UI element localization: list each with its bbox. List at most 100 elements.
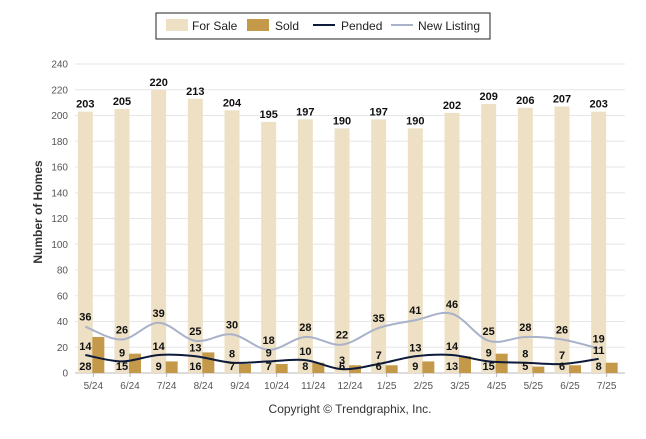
data-label-pended: 9	[119, 347, 125, 359]
y-axis-title: Number of Homes	[31, 160, 45, 264]
bar-for-sale	[334, 128, 350, 373]
bar-sold	[275, 363, 288, 373]
data-label-pended: 9	[266, 347, 272, 359]
bar-sold	[239, 363, 251, 373]
y-tick-label: 160	[51, 163, 68, 174]
bar-for-sale	[517, 107, 533, 374]
bar-for-sale	[297, 119, 313, 373]
x-tick-label: 10/24	[264, 381, 289, 392]
data-label-new-listing: 19	[593, 334, 605, 346]
y-tick-label: 180	[51, 137, 68, 148]
bar-for-sale	[261, 121, 277, 373]
y-tick-label: 220	[51, 85, 68, 96]
bar-for-sale	[444, 112, 460, 374]
data-label-pended: 14	[446, 341, 459, 353]
legend-swatch-sold	[247, 19, 269, 31]
x-tick-label: 7/24	[157, 381, 177, 392]
data-label-new-listing: 26	[116, 325, 128, 337]
data-label-sold: 6	[339, 361, 345, 373]
y-tick-label: 200	[51, 111, 68, 122]
x-tick-label: 1/25	[377, 381, 397, 392]
bar-sold	[92, 336, 105, 373]
bar-for-sale	[224, 110, 240, 373]
data-label-sold: 7	[229, 361, 235, 373]
y-tick-label: 100	[51, 240, 68, 251]
data-label-new-listing: 25	[189, 326, 201, 338]
data-label-pended: 9	[486, 347, 492, 359]
bar-for-sale	[407, 128, 423, 373]
x-tick-label: 5/25	[524, 381, 544, 392]
bars	[77, 89, 618, 374]
bar-for-sale	[187, 98, 203, 373]
bar-for-sale	[554, 106, 570, 374]
data-label-sold: 5	[522, 361, 528, 373]
legend-label-new-listing: New Listing	[418, 19, 480, 33]
data-label-pended: 13	[189, 342, 201, 354]
data-label-sold: 15	[116, 361, 128, 373]
bar-sold	[459, 356, 471, 373]
bar-sold	[422, 361, 435, 373]
data-label-new-listing: 39	[153, 308, 165, 320]
bar-for-sale	[481, 103, 497, 373]
legend-label-for-sale: For Sale	[192, 19, 238, 33]
bar-for-sale	[151, 89, 167, 373]
data-label-new-listing: 28	[519, 322, 531, 334]
data-label-for-sale: 207	[553, 93, 571, 105]
data-label-new-listing: 28	[299, 322, 311, 334]
data-label-for-sale: 204	[223, 97, 242, 109]
bar-for-sale	[77, 111, 93, 373]
data-label-new-listing: 25	[483, 326, 495, 338]
bar-sold	[605, 362, 618, 373]
data-label-sold: 9	[156, 361, 162, 373]
data-label-sold: 16	[189, 361, 201, 373]
x-tick-label: 3/25	[450, 381, 470, 392]
data-label-pended: 7	[559, 350, 565, 362]
bar-sold	[495, 353, 508, 373]
data-label-pended: 8	[229, 349, 235, 361]
data-label-new-listing: 35	[373, 313, 385, 325]
x-tick-label: 7/25	[597, 381, 617, 392]
x-tick-label: 8/24	[194, 381, 214, 392]
y-tick-label: 0	[62, 369, 68, 380]
data-label-new-listing: 26	[556, 325, 568, 337]
data-label-new-listing: 41	[409, 305, 421, 317]
legend: For Sale Sold Pended New Listing	[155, 12, 491, 40]
data-label-for-sale: 205	[113, 96, 131, 108]
y-tick-label: 140	[51, 188, 68, 199]
bar-sold	[129, 353, 141, 373]
data-label-sold: 8	[302, 361, 308, 373]
y-tick-label: 240	[51, 60, 68, 71]
data-label-for-sale: 220	[149, 77, 167, 89]
data-label-for-sale: 213	[186, 86, 204, 98]
x-tick-label: 6/24	[120, 381, 140, 392]
data-label-for-sale: 206	[516, 95, 534, 107]
copyright-text: Copyright © Trendgraphix, Inc.	[269, 402, 432, 416]
bar-for-sale	[114, 109, 130, 373]
x-axis-ticks: 5/24 6/24 7/24 8/24 9/24 10/24 11/24 12/24 1/25 2…	[84, 373, 617, 392]
data-label-for-sale: 202	[443, 100, 461, 112]
bar-sold	[312, 362, 325, 373]
data-label-for-sale: 190	[406, 115, 424, 127]
y-tick-label: 20	[57, 343, 69, 354]
y-tick-label: 120	[51, 214, 68, 225]
line-pended	[85, 353, 599, 371]
legend-label-pended: Pended	[341, 19, 382, 33]
data-label-for-sale: 197	[369, 106, 387, 118]
bar-sold	[569, 365, 581, 373]
data-label-pended: 7	[376, 350, 382, 362]
data-label-for-sale: 190	[333, 115, 351, 127]
data-label-pended: 8	[522, 349, 528, 361]
data-label-pended: 11	[593, 345, 605, 357]
data-label-sold: 8	[596, 361, 602, 373]
bar-sold	[385, 365, 398, 373]
grid-lines	[75, 63, 625, 374]
data-label-sold: 13	[446, 361, 458, 373]
line-new-listing	[84, 311, 599, 351]
x-tick-label: 4/25	[487, 381, 507, 392]
x-tick-label: 9/24	[230, 381, 250, 392]
legend-label-sold: Sold	[275, 19, 299, 33]
legend-box	[155, 12, 491, 40]
